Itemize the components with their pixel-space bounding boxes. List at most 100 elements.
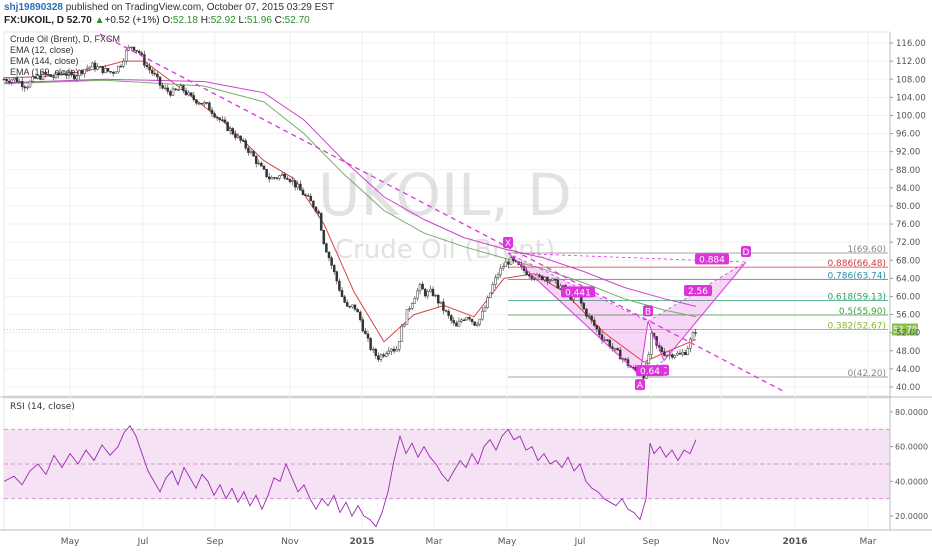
candle-body [559,285,562,289]
candle-body [143,54,146,66]
x-tick-label: Mar [426,537,443,547]
candle-body [200,102,203,105]
candle-body [530,275,534,279]
candle-body [244,140,248,149]
candle-body [457,321,461,327]
x-tick-label: Nov [712,537,730,547]
candle-body [598,328,601,336]
ema-12-line [3,60,697,363]
candle-body [62,73,66,76]
symbol-label[interactable]: FX:UKOIL, D [4,15,64,26]
candle-body [540,275,544,281]
candle-body [421,283,424,290]
x-tick-label: 2016 [782,537,807,547]
candle-body [345,302,349,307]
candle-body [31,76,34,82]
candle-body [280,173,284,176]
candle-body [384,353,388,357]
candle-body [85,67,89,70]
candle-body [286,177,289,180]
candle-body [595,325,599,330]
candle-body [683,352,687,356]
rsi-y-tick-label: 40.0000 [895,477,928,486]
candle-body [408,308,411,310]
y-tick-label: 80.00 [896,202,920,212]
x-tick-label: Nov [281,537,299,547]
candle-body [426,291,430,297]
candle-body [405,309,409,325]
legend-main-series[interactable]: Crude Oil (Brent), D, FXCM [10,34,121,44]
candle-body [319,213,323,231]
legend-ema169[interactable]: EMA (169, close) [10,67,79,77]
candle-body [210,109,214,114]
candle-body [686,348,690,356]
author-link[interactable]: shj19890328 [4,2,63,13]
candle-body [611,346,614,349]
candle-body [148,66,151,71]
candle-body [124,49,128,62]
candle-body [28,81,32,88]
candle-body [325,243,328,253]
y-tick-label: 48.00 [896,347,920,357]
candle-body [67,71,71,76]
y-tick-label: 96.00 [896,130,920,140]
candle-body [202,102,206,105]
candle-body [57,72,60,76]
open-label: O: [162,15,173,26]
candle-body [496,274,500,278]
legend-ema12[interactable]: EMA (12, close) [10,45,74,55]
candle-body [122,60,125,67]
candle-body [197,102,201,105]
candle-body [462,319,466,321]
legend-ema144[interactable]: EMA (144, close) [10,56,79,66]
candle-body [624,358,627,360]
rsi-y-tick-label: 60.0000 [895,443,928,452]
candle-body [293,180,297,188]
candle-body [174,88,177,91]
candle-body [278,175,281,179]
candle-body [299,183,302,191]
ratio-label: 0.441 [565,288,591,298]
low-value: 51.96 [246,15,272,26]
ema-144-line [3,79,697,318]
candle-body [369,338,372,350]
candle-body [111,71,115,74]
candle-body [556,279,560,289]
y-tick-label: 40.00 [896,383,920,393]
ohlc-line: FX:UKOIL, D 52.70 ▲+0.52 (+1%) O:52.18 H… [4,15,310,26]
candle-body [483,307,487,312]
harmonic-xab-fill [508,253,648,376]
candle-body [218,117,222,121]
candle-body [616,348,619,351]
harmonic-bcd-fill [648,262,746,361]
candle-body [330,257,333,266]
candle-body [236,135,240,138]
candle-body [379,354,383,360]
candle-body [317,211,320,214]
candle-body [306,195,310,197]
x-tick-label: May [61,537,80,547]
candle-body [374,348,378,356]
candle-body [208,102,211,111]
candle-body [501,266,505,269]
candle-body [163,87,167,89]
candle-body [603,339,606,341]
candle-body [400,325,404,342]
candle-body [226,121,229,132]
candle-body [691,332,695,340]
candle-body [377,355,380,360]
candle-body [169,91,172,96]
candle-body [41,72,45,80]
candle-body [195,99,198,104]
candle-body [182,85,185,91]
candle-body [254,156,258,164]
candle-body [429,288,432,292]
y-tick-label: 52.00 [896,329,920,339]
candle-body [585,308,588,317]
candle-body [101,66,105,74]
harmonic-leg [507,252,641,376]
candle-body [681,352,684,355]
candle-body [304,194,307,196]
candle-body [109,71,112,73]
